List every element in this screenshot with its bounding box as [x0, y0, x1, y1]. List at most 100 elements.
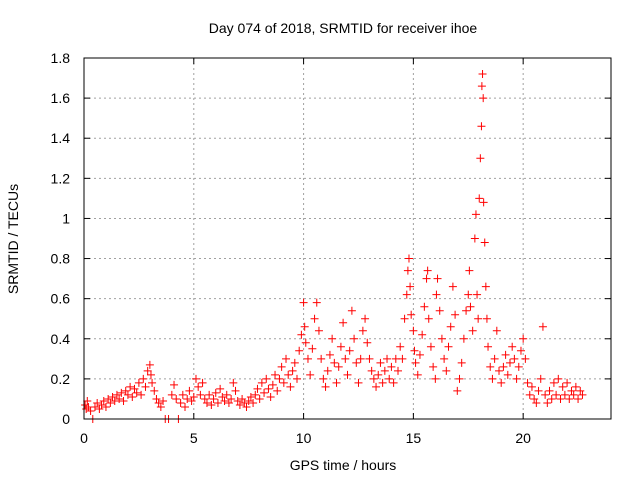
data-point	[410, 346, 419, 355]
data-point	[387, 362, 396, 371]
data-point	[376, 358, 385, 367]
data-point	[398, 354, 407, 363]
data-point	[303, 354, 312, 363]
data-point	[90, 402, 99, 411]
data-point	[361, 314, 370, 323]
data-point	[422, 274, 431, 283]
data-point	[323, 366, 332, 375]
data-point	[319, 374, 328, 383]
data-point	[277, 362, 286, 371]
data-point	[229, 378, 238, 387]
data-point	[538, 322, 547, 331]
data-point	[402, 290, 411, 299]
data-point	[437, 334, 446, 343]
data-point	[235, 400, 244, 409]
data-point	[249, 398, 258, 407]
data-point	[527, 382, 536, 391]
data-point	[321, 382, 330, 391]
data-point	[146, 370, 155, 379]
data-point	[552, 390, 561, 399]
x-tick-label: 10	[296, 430, 312, 446]
data-point	[448, 282, 457, 291]
data-point	[569, 390, 578, 399]
data-point	[187, 396, 196, 405]
data-point	[224, 398, 233, 407]
data-point	[266, 392, 275, 401]
data-point	[563, 378, 572, 387]
data-point	[453, 386, 462, 395]
data-point	[196, 390, 205, 399]
y-tick-label: 1	[62, 210, 70, 226]
data-point	[560, 390, 569, 399]
data-point	[486, 362, 495, 371]
data-point	[516, 346, 525, 355]
grid	[84, 58, 611, 419]
y-tick-label: 1.2	[51, 170, 71, 186]
data-point	[543, 398, 552, 407]
data-point	[497, 378, 506, 387]
data-point	[242, 402, 251, 411]
data-point	[383, 354, 392, 363]
data-point	[207, 400, 216, 409]
data-point	[519, 334, 528, 343]
data-point	[282, 354, 291, 363]
data-point	[108, 392, 117, 401]
data-point	[141, 382, 150, 391]
chart-title: Day 074 of 2018, SRMTID for receiver iho…	[209, 20, 478, 36]
data-point	[378, 378, 387, 387]
data-point	[126, 382, 135, 391]
data-point	[106, 398, 115, 407]
data-point	[512, 374, 521, 383]
data-point	[409, 326, 418, 335]
data-point	[532, 398, 541, 407]
data-point	[275, 374, 284, 383]
data-point	[356, 354, 365, 363]
data-point	[432, 290, 441, 299]
data-point	[290, 358, 299, 367]
data-point	[284, 370, 293, 379]
data-point	[227, 394, 236, 403]
data-point	[325, 350, 334, 359]
data-point	[345, 346, 354, 355]
data-point	[82, 404, 91, 413]
data-point	[306, 370, 315, 379]
data-point	[455, 374, 464, 383]
data-point	[413, 370, 422, 379]
data-point	[389, 378, 398, 387]
data-points	[81, 70, 587, 423]
data-point	[574, 394, 583, 403]
data-point	[244, 396, 253, 405]
data-point	[317, 354, 326, 363]
data-point	[121, 386, 130, 395]
data-point	[407, 310, 416, 319]
data-point	[341, 354, 350, 363]
data-point	[220, 396, 229, 405]
data-point	[411, 358, 420, 367]
data-point	[350, 334, 359, 343]
data-point	[367, 366, 376, 375]
data-point	[308, 344, 317, 353]
data-point	[556, 394, 565, 403]
data-point	[134, 378, 143, 387]
data-point	[478, 70, 487, 79]
data-point	[257, 378, 266, 387]
data-point	[354, 378, 363, 387]
data-point	[470, 234, 479, 243]
data-point	[330, 358, 339, 367]
data-point	[145, 360, 154, 369]
y-tick-label: 1.4	[51, 130, 71, 146]
data-point	[481, 282, 490, 291]
data-point	[347, 306, 356, 315]
data-point	[295, 346, 304, 355]
data-point	[264, 384, 273, 393]
data-point	[374, 370, 383, 379]
data-point	[545, 386, 554, 395]
data-point	[476, 154, 485, 163]
data-point	[310, 314, 319, 323]
data-point	[191, 374, 200, 383]
data-point	[181, 402, 190, 411]
data-point	[576, 386, 585, 395]
data-point	[508, 342, 517, 351]
data-point	[480, 238, 489, 247]
data-point	[554, 374, 563, 383]
